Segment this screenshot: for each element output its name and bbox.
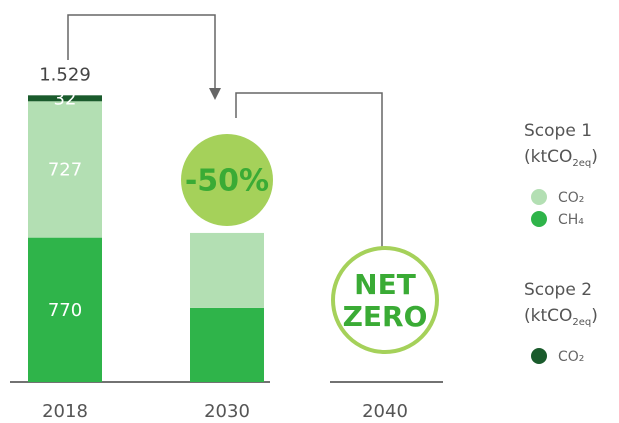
legend-label: CO₂: [558, 190, 584, 206]
reduction-label: -50%: [185, 164, 269, 199]
legend-unit-part: (ktCO: [524, 306, 572, 326]
legend-unit: (ktCO2eq): [524, 306, 598, 328]
reduction-badge: [181, 134, 273, 226]
net-zero-badge: [331, 246, 439, 354]
net-zero-label: ZERO: [343, 300, 428, 333]
bar-segment: [190, 232, 264, 308]
legend-unit-part: 2eq: [572, 158, 591, 169]
data-label: 32: [54, 88, 77, 109]
net-zero-label: NET: [354, 268, 416, 301]
arrow-head: [209, 88, 221, 100]
legend-unit-part: ): [591, 147, 598, 167]
total-label: 1.529: [39, 64, 91, 85]
legend-unit-part: (ktCO: [524, 147, 572, 167]
legend-label: CH₄: [558, 212, 584, 228]
x-tick-label: 2040: [362, 401, 408, 422]
bar-segment: [190, 307, 264, 382]
legend-title: Scope 2: [524, 280, 592, 300]
legend-swatch: [531, 348, 547, 364]
data-label: 770: [48, 300, 82, 321]
legend-unit: (ktCO2eq): [524, 147, 598, 169]
bar-segment: [28, 237, 102, 382]
legend-label: CO₂: [558, 349, 584, 365]
data-label: 727: [48, 159, 82, 180]
arrow: [235, 92, 383, 255]
legend-swatch: [531, 211, 547, 227]
arrow: [67, 14, 216, 92]
legend-unit-part: ): [591, 306, 598, 326]
x-tick-label: 2030: [204, 401, 250, 422]
legend-swatch: [531, 189, 547, 205]
legend-title: Scope 1: [524, 121, 592, 141]
bar-segment: [28, 101, 102, 238]
x-tick-label: 2018: [42, 401, 88, 422]
legend-unit-part: 2eq: [572, 317, 591, 328]
bar-segment: [28, 95, 102, 102]
